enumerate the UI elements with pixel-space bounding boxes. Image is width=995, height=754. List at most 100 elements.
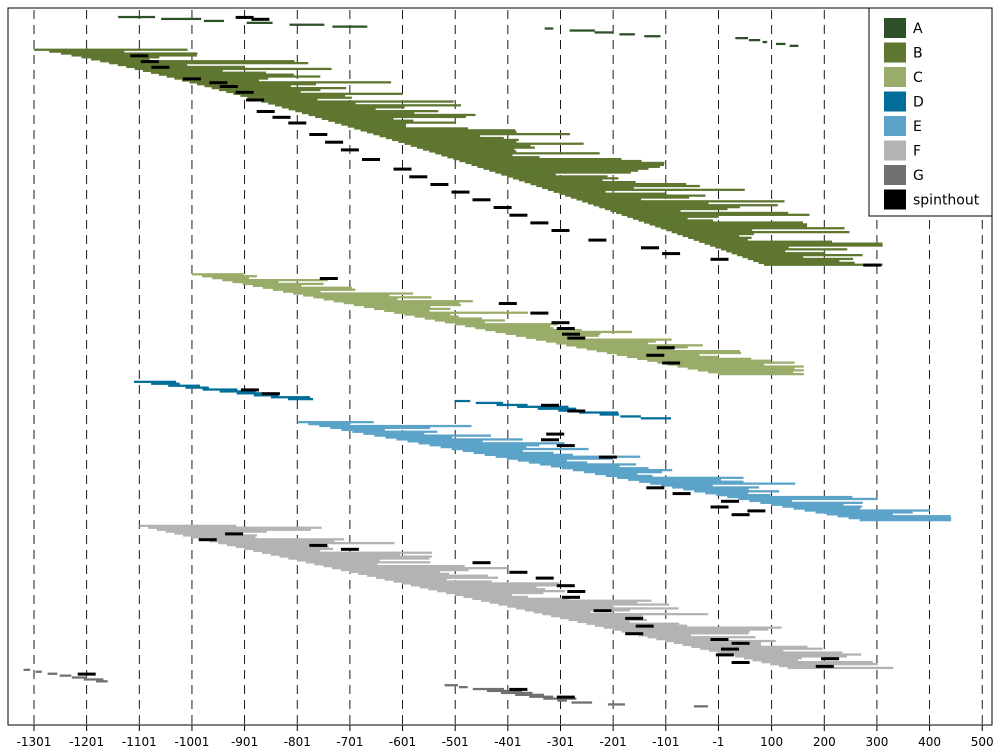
bar-E <box>418 442 565 445</box>
bar-G <box>59 674 72 677</box>
bar-A <box>544 27 554 30</box>
bar-B <box>126 65 246 69</box>
bar-E <box>451 447 589 451</box>
bar-B <box>507 175 608 178</box>
bar-C <box>465 325 551 328</box>
bar-F <box>568 618 647 622</box>
bar-B <box>288 108 376 111</box>
spinthout-mark <box>731 513 750 517</box>
spinthout-mark <box>235 15 254 19</box>
bar-E <box>374 434 491 437</box>
bar-B <box>321 117 394 120</box>
bar-G <box>83 678 104 681</box>
spinthout-mark <box>530 221 549 225</box>
bar-F <box>340 568 469 572</box>
bar-C <box>252 284 302 287</box>
bar-C <box>283 290 321 293</box>
bar-B <box>142 69 223 72</box>
legend-swatch-B <box>884 42 906 63</box>
bar-F <box>174 532 232 535</box>
x-tick-label: -1101 <box>122 735 157 749</box>
bar-F <box>279 555 432 558</box>
bar-F <box>498 603 670 606</box>
bar-E <box>407 440 483 443</box>
bar-F <box>656 638 723 641</box>
bar-B <box>254 98 318 101</box>
bar-G <box>501 691 533 695</box>
bar-F <box>218 542 395 545</box>
bar-B <box>447 156 540 159</box>
bar-G <box>458 686 468 689</box>
bar-B <box>753 259 840 263</box>
bar-G <box>543 697 577 700</box>
bar-C <box>272 288 356 291</box>
bar-F <box>551 615 644 618</box>
bar-F <box>314 563 378 566</box>
bar-C <box>455 323 558 326</box>
spinthout-mark <box>209 81 228 85</box>
bar-C <box>556 342 648 345</box>
bar-B <box>559 192 666 195</box>
bar-B <box>715 246 789 249</box>
spinthout-mark <box>451 190 470 194</box>
legend-label-D: D <box>913 95 924 111</box>
bar-F <box>367 574 488 577</box>
bar-B <box>204 85 291 88</box>
spinthout-mark <box>235 90 254 94</box>
bar-B <box>219 88 321 92</box>
bar-E <box>771 503 844 506</box>
bar-F <box>489 601 638 604</box>
bar-D <box>253 394 279 397</box>
bar-B <box>366 131 517 134</box>
bar-B <box>117 63 188 67</box>
bar-G <box>47 672 58 675</box>
bar-B <box>197 83 316 86</box>
bar-B <box>281 106 405 109</box>
bar-C <box>495 330 632 334</box>
bar-C <box>374 307 451 311</box>
bar-B <box>704 242 883 245</box>
bar-B <box>489 169 639 172</box>
bar-B <box>410 144 531 147</box>
bar-A <box>289 23 325 26</box>
bar-E <box>859 519 952 522</box>
bar-E <box>561 467 649 470</box>
bar-E <box>550 465 620 468</box>
spinthout-mark <box>288 121 307 125</box>
bar-B <box>682 234 740 238</box>
x-tick-label: -901 <box>231 735 258 749</box>
bar-A <box>246 21 273 24</box>
spinthout-mark <box>509 570 528 574</box>
bar-B <box>60 52 198 55</box>
bar-C <box>515 334 599 337</box>
spinthout-mark <box>225 532 244 536</box>
spinthout-mark <box>556 695 575 699</box>
bar-E <box>617 476 744 479</box>
bar-E <box>672 486 760 489</box>
bar-F <box>419 586 537 589</box>
bar-F <box>603 626 782 629</box>
bar-F <box>323 565 465 568</box>
bar-F <box>481 599 652 602</box>
spinthout-mark <box>393 167 412 171</box>
legend-label-E: E <box>913 119 922 135</box>
bar-B <box>536 184 700 188</box>
bar-F <box>297 559 380 562</box>
spinthout-mark <box>272 115 291 119</box>
bar-F <box>200 538 345 541</box>
bar-C <box>262 286 353 289</box>
bar-F <box>332 567 508 570</box>
bar-A <box>161 17 202 21</box>
legend-swatch-E <box>884 116 906 136</box>
bar-B <box>308 113 476 117</box>
bar-C <box>596 350 740 353</box>
bar-B <box>295 110 439 113</box>
spinthout-mark <box>635 624 654 628</box>
bar-C <box>384 309 430 312</box>
bar-C <box>444 321 485 324</box>
bar-C <box>303 294 390 297</box>
bar-F <box>384 578 447 581</box>
x-tick-label: 400 <box>918 735 941 749</box>
bar-F <box>542 613 709 616</box>
bar-E <box>793 507 860 510</box>
